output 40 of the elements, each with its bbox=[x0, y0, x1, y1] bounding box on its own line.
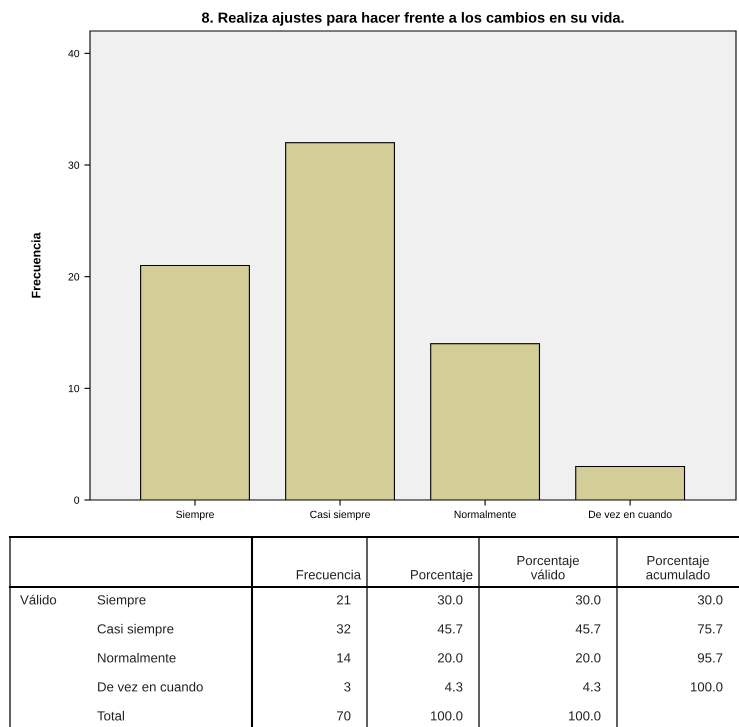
y-tick-label: 40 bbox=[68, 50, 80, 58]
text: Total bbox=[97, 710, 124, 721]
text: 14 bbox=[337, 653, 351, 662]
x-tick-label: Normalmente bbox=[454, 510, 516, 518]
y-tick-label: 30 bbox=[68, 162, 80, 169]
text: Normalmente bbox=[98, 652, 176, 663]
text: 30.0 bbox=[438, 595, 462, 605]
text: 20.0 bbox=[438, 653, 462, 663]
x-tick-label: Casi siempre bbox=[310, 510, 370, 520]
text: 100.0 bbox=[568, 711, 600, 721]
text: 3 bbox=[344, 682, 350, 692]
text: Válido bbox=[20, 594, 56, 605]
text: Porcentaje válido bbox=[518, 555, 579, 580]
text: 4.3 bbox=[444, 682, 462, 692]
text: 100.0 bbox=[690, 682, 722, 692]
text: 30.0 bbox=[576, 595, 600, 605]
text: 30.0 bbox=[698, 595, 722, 605]
text: Frecuencia bbox=[296, 570, 362, 580]
chart-title: 8. Realiza ajustes para hacer frente a los cambios en su vida. bbox=[202, 12, 624, 26]
text: 45.7 bbox=[438, 624, 462, 634]
text: 95.7 bbox=[698, 653, 722, 663]
y-tick-label: 10 bbox=[68, 384, 80, 392]
text: 100.0 bbox=[430, 711, 462, 721]
text: 75.7 bbox=[698, 624, 722, 634]
text: Siempre bbox=[98, 594, 146, 608]
text: De vez en cuando bbox=[98, 682, 203, 692]
x-tick-label: Siempre bbox=[176, 510, 214, 520]
text: 32 bbox=[336, 624, 350, 634]
y-tick-label: 20 bbox=[68, 273, 80, 281]
text: 20.0 bbox=[576, 653, 600, 663]
text: 70 bbox=[337, 711, 350, 721]
text: 4.3 bbox=[582, 682, 600, 692]
x-tick-label: De vez en cuando bbox=[588, 510, 672, 518]
text: 21 bbox=[336, 595, 350, 604]
text: 45.7 bbox=[576, 624, 600, 634]
y-axis-title: Frecuencia bbox=[31, 232, 41, 298]
text: Casi siempre bbox=[98, 624, 174, 636]
y-tick-label: 0 bbox=[74, 496, 80, 504]
text: Porcentaje acumulado bbox=[646, 555, 710, 580]
text: Porcentaje bbox=[411, 570, 472, 582]
